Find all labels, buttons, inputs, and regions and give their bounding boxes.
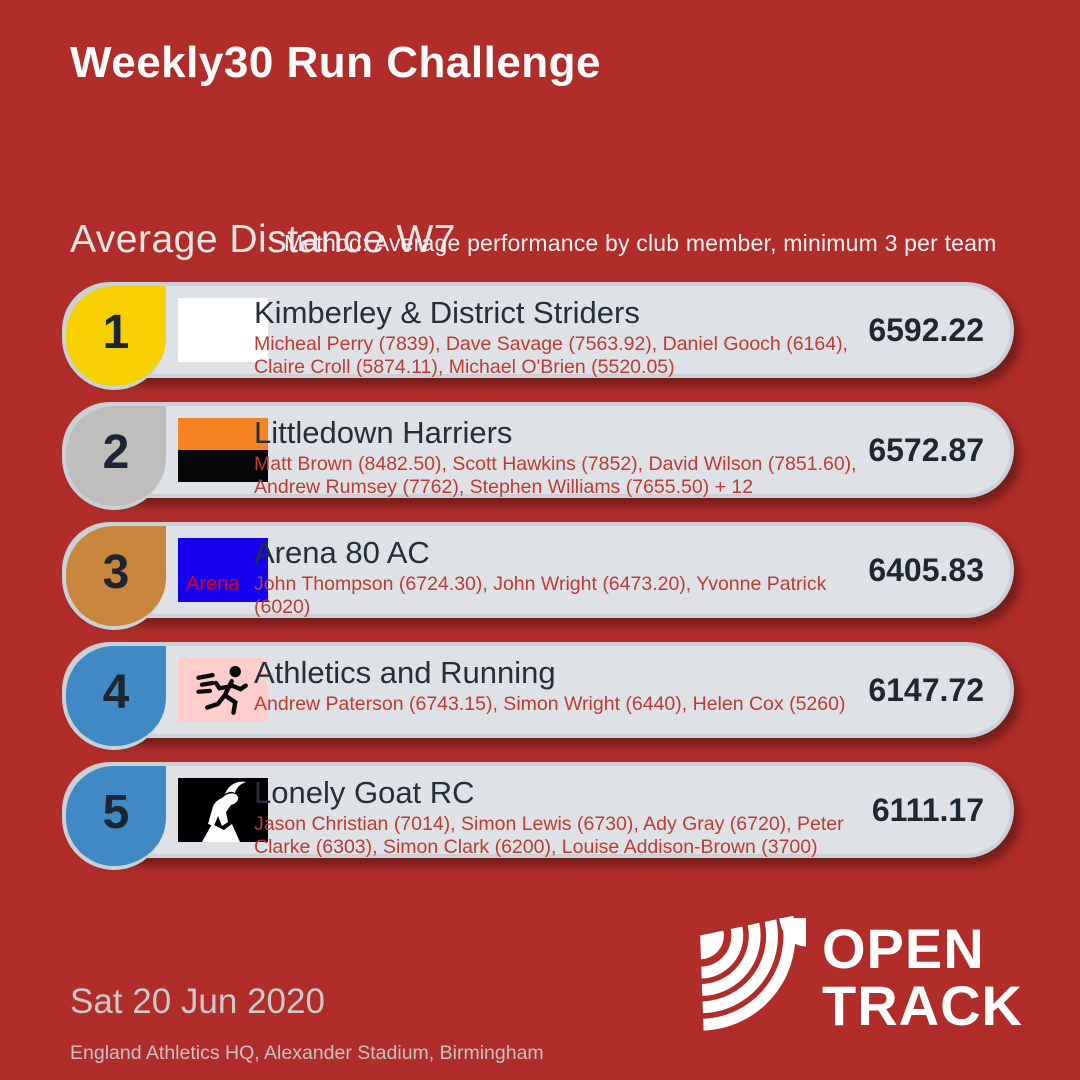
team-score: 6592.22 xyxy=(868,311,984,348)
table-row: 2 Littledown Harriers Matt Brown (8482.5… xyxy=(62,402,1014,510)
rank-number: 5 xyxy=(102,785,130,839)
rank-badge: 2 xyxy=(62,402,166,510)
team-score: 6405.83 xyxy=(868,551,984,588)
team-score: 6111.17 xyxy=(871,791,984,828)
rank-badge: 1 xyxy=(62,282,166,390)
brand-line-2: TRACK xyxy=(822,974,1023,1037)
club-name: Lonely Goat RC xyxy=(254,775,475,810)
rank-badge: 4 xyxy=(62,642,166,750)
leaderboard: 1 Kimberley & District Striders Micheal … xyxy=(62,282,1014,882)
club-name: Athletics and Running xyxy=(254,655,556,690)
runner-icon xyxy=(196,665,248,715)
team-score: 6572.87 xyxy=(868,431,984,468)
member-list: John Thompson (6724.30), John Wright (64… xyxy=(254,573,827,618)
member-list: Andrew Paterson (6743.15), Simon Wright … xyxy=(254,693,846,715)
club-name: Kimberley & District Striders xyxy=(254,295,640,330)
page-title: Weekly30 Run Challenge xyxy=(70,38,602,87)
club-logo xyxy=(178,418,268,482)
logo-top-stripe xyxy=(178,418,268,450)
club-logo xyxy=(178,778,268,842)
member-list: Jason Christian (7014), Simon Lewis (673… xyxy=(254,813,844,858)
opentrack-logo: OPEN TRACK xyxy=(686,916,1023,1034)
logo-bottom-stripe xyxy=(178,450,268,482)
club-logo xyxy=(178,298,268,362)
club-logo: Arena xyxy=(178,538,268,602)
rank-number: 1 xyxy=(102,305,130,359)
team-score: 6147.72 xyxy=(868,671,984,708)
table-row: 4 Athleti xyxy=(62,642,1014,750)
club-name: Littledown Harriers xyxy=(254,415,513,450)
rank-badge: 3 xyxy=(62,522,166,630)
table-row: 3 Arena Arena 80 AC John Thompson (6724.… xyxy=(62,522,1014,630)
rank-number: 3 xyxy=(102,545,130,599)
table-row: 1 Kimberley & District Striders Micheal … xyxy=(62,282,1014,390)
event-venue: England Athletics HQ, Alexander Stadium,… xyxy=(70,1042,544,1064)
rank-badge: 5 xyxy=(62,762,166,870)
subtitle: Average Distance W7 xyxy=(70,218,456,261)
member-list: Matt Brown (8482.50), Scott Hawkins (785… xyxy=(254,453,857,498)
club-logo xyxy=(178,658,268,722)
club-name: Arena 80 AC xyxy=(254,535,430,570)
logo-text: Arena xyxy=(186,573,240,595)
track-arcs-icon xyxy=(700,916,806,1031)
member-list: Micheal Perry (7839), Dave Savage (7563.… xyxy=(254,333,848,378)
brand-line-1: OPEN xyxy=(822,917,985,980)
event-date: Sat 20 Jun 2020 xyxy=(70,982,325,1021)
rank-number: 2 xyxy=(102,425,130,479)
table-row: 5 Lonely Goat RC Jason Christian (7014),… xyxy=(62,762,1014,870)
rank-number: 4 xyxy=(102,665,130,719)
goat-icon xyxy=(202,781,246,842)
method-note: Method: Average performance by club memb… xyxy=(284,230,997,256)
